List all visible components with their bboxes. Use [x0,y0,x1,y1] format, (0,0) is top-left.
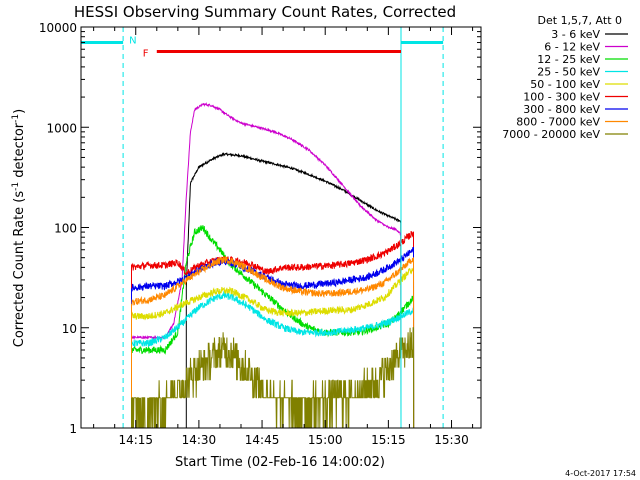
flag-label-N: N [129,36,136,47]
legend-entry-label: 3 - 6 keV [551,28,600,41]
legend-entry-label: 25 - 50 keV [537,66,600,79]
y-tick-label: 100 [54,222,77,236]
series-line-8 [131,255,415,428]
y-label-sup1: -1 [11,182,21,191]
x-tick-label: 14:30 [182,433,217,447]
series-line-5 [131,266,415,428]
y-tick-label: 1000 [46,121,77,135]
y-label-end: ) [12,109,27,114]
legend-entry-label: 800 - 7000 keV [516,116,600,129]
series-line-1 [185,152,402,428]
legend-title: Det 1,5,7, Att 0 [538,14,622,27]
x-tick-label: 14:45 [245,433,280,447]
plot-frame [80,26,482,429]
y-label-sup2: -1 [11,114,21,123]
legend-entry-label: 12 - 25 keV [537,53,600,66]
series-line-6 [131,230,415,428]
y-axis-label: Corrected Count Rate (s-1 detector-1) [11,109,27,347]
y-axis: 1 10 100 1000 10000 [39,21,481,436]
flag-label-F: F [143,48,149,59]
x-tick-label: 15:30 [434,433,469,447]
chart-title: HESSI Observing Summary Count Rates, Cor… [74,3,456,21]
footer-timestamp: 4-Oct-2017 17:54 [565,469,636,478]
x-tick-label: 15:00 [308,433,343,447]
x-axis: 14:15 14:30 14:45 15:00 15:15 15:30 [93,27,474,447]
legend-entry-label: 50 - 100 keV [530,78,600,91]
y-tick-label: 10 [62,322,77,336]
y-label-main: Corrected Count Rate (s [12,191,27,348]
legend-entry-label: 6 - 12 keV [544,41,600,54]
series-line-7 [131,246,415,428]
marker-layer: NF [81,27,444,428]
series-line-4 [131,290,415,428]
y-label-mid: detector [12,122,27,182]
legend-entry-label: 7000 - 20000 keV [502,128,600,141]
series-layer [131,101,415,428]
series-line-9 [131,327,415,428]
x-axis-label: Start Time (02-Feb-16 14:00:02) [175,455,385,470]
x-tick-label: 14:15 [118,433,153,447]
y-tick-label: 10000 [39,21,77,35]
y-tick-label: 1 [69,422,77,436]
legend-entry-label: 300 - 800 keV [523,103,600,116]
legend-entry-label: 100 - 300 keV [523,91,600,104]
x-tick-label: 15:15 [371,433,406,447]
